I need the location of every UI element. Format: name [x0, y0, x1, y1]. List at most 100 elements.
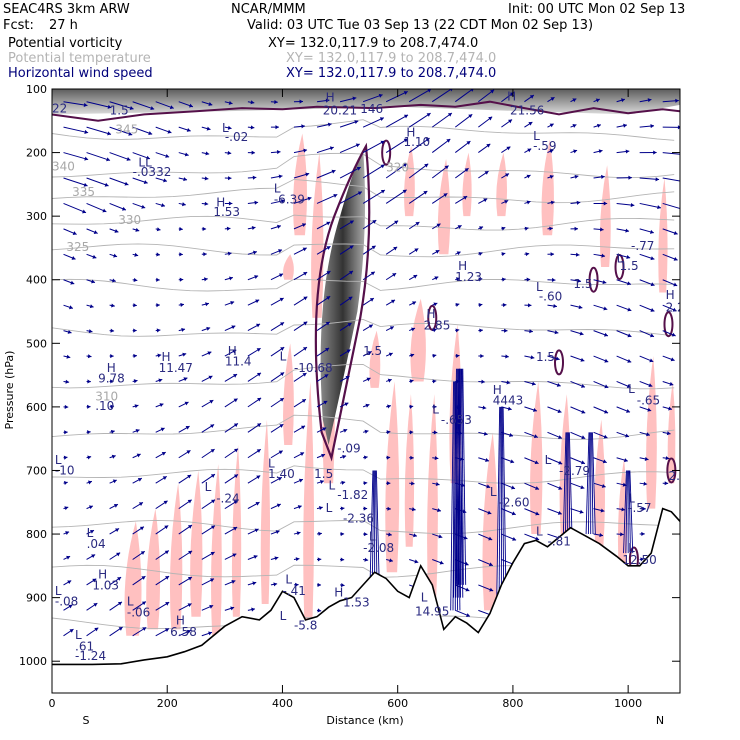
wind-arrow	[547, 96, 555, 103]
wind-arrow	[178, 603, 192, 611]
wind-arrow-head	[317, 557, 322, 562]
y-tick-label: 100	[26, 83, 47, 96]
wind-arrow-head	[466, 613, 470, 617]
wind-arrow-shaft	[86, 101, 112, 109]
wind-arrow-head	[502, 302, 507, 308]
wind-arrow	[270, 297, 284, 306]
wind-arrow	[478, 252, 483, 256]
wind-arrow	[132, 353, 137, 358]
wind-arrow-head	[303, 321, 308, 326]
wind-arrow-head	[574, 226, 579, 231]
wind-arrow-head	[600, 227, 604, 232]
wind-arrow-head	[479, 226, 484, 231]
wind-arrow-head	[65, 531, 70, 535]
wind-arrow-head	[425, 138, 430, 142]
theta-label: 310	[95, 390, 118, 404]
wind-arrow-head	[134, 404, 139, 409]
wind-arrow	[270, 372, 285, 382]
wind-arrow-head	[532, 407, 537, 412]
wind-arrow-head	[325, 347, 330, 352]
wind-arrow-head	[572, 98, 577, 103]
wind-arrow	[524, 277, 531, 282]
wind-arrow-head	[209, 400, 214, 404]
wind-arrow-head	[414, 559, 419, 564]
wind-arrow-head	[378, 93, 383, 98]
wind-arrow-head	[602, 280, 607, 285]
wind-arrow	[501, 508, 516, 516]
wind-arrow	[478, 584, 494, 592]
wind-arrow	[63, 480, 68, 486]
updraft-vector	[456, 368, 460, 585]
wind-arrow	[178, 101, 194, 108]
wind-arrow-head	[82, 209, 87, 214]
wind-arrow-head	[403, 163, 407, 168]
wind-arrow-head	[449, 89, 453, 92]
wind-arrow-head	[627, 333, 632, 338]
wind-arrow	[547, 431, 563, 439]
wind-arrow	[201, 375, 213, 382]
updraft-vector	[502, 406, 507, 598]
wind-arrow-head	[253, 555, 258, 559]
theta-line-7	[52, 363, 675, 390]
wind-arrow-head	[671, 332, 676, 337]
wind-arrow	[593, 304, 608, 311]
wind-arrow-head	[68, 305, 73, 310]
wind-arrow	[408, 112, 431, 128]
wind-arrow	[247, 607, 256, 612]
wind-arrow	[293, 296, 308, 306]
wind-arrow	[247, 347, 261, 357]
wind-arrow-head	[535, 536, 540, 541]
wind-arrow	[63, 304, 74, 310]
wind-arrow-head	[187, 603, 192, 608]
wind-arrow-head	[112, 278, 116, 283]
wind-arrow-head	[626, 408, 631, 413]
wind-arrow-head	[481, 379, 485, 384]
wind-arrow-head	[412, 301, 417, 306]
contour-annotation: H	[334, 585, 343, 599]
contour-annotation: L	[490, 485, 497, 499]
wind-arrow-head	[386, 430, 391, 435]
wind-arrow	[293, 99, 303, 104]
wind-arrow-shaft	[63, 177, 88, 187]
wind-arrow	[201, 424, 215, 433]
wind-arrow	[63, 555, 71, 560]
wind-arrow	[570, 278, 582, 283]
wind-arrow	[593, 279, 607, 285]
wind-arrow	[316, 270, 331, 281]
wind-arrow-head	[527, 303, 532, 308]
wind-arrow	[247, 555, 258, 560]
wind-arrow	[616, 175, 632, 180]
wind-arrow	[86, 529, 95, 535]
contour-annotation: -6.39	[274, 192, 305, 206]
wind-arrow-head	[117, 577, 122, 581]
wind-arrow-head	[673, 282, 678, 287]
wind-arrow	[201, 473, 216, 484]
wind-arrow-head	[275, 125, 279, 130]
wind-arrow-head	[434, 456, 439, 461]
wind-arrow-head	[352, 96, 357, 101]
wind-arrow	[132, 601, 147, 611]
wind-arrow-head	[673, 231, 678, 235]
wind-arrow-head	[157, 353, 162, 358]
wind-arrow	[155, 575, 170, 586]
wind-arrow	[386, 532, 392, 537]
wind-arrow	[109, 101, 134, 110]
wind-arrow-head	[455, 302, 460, 307]
wind-arrow-head	[464, 168, 469, 172]
wind-arrow-head	[112, 479, 117, 484]
wind-arrow	[339, 270, 354, 281]
wind-arrow	[247, 397, 262, 408]
wind-arrow-head	[273, 582, 278, 587]
wind-arrow	[662, 177, 680, 182]
wind-arrow-head	[83, 102, 88, 107]
contour-annotation: L	[628, 491, 635, 505]
pv-streak-27	[541, 139, 554, 236]
wind-arrow	[662, 125, 680, 130]
wind-arrow-head	[88, 505, 93, 510]
wind-arrow-head	[483, 198, 488, 203]
contour-annotation: -2.08	[363, 541, 394, 555]
wind-arrow-head	[83, 182, 88, 187]
wind-arrow-head	[363, 481, 368, 486]
wind-arrow	[224, 301, 235, 306]
wind-arrow-head	[669, 381, 674, 386]
